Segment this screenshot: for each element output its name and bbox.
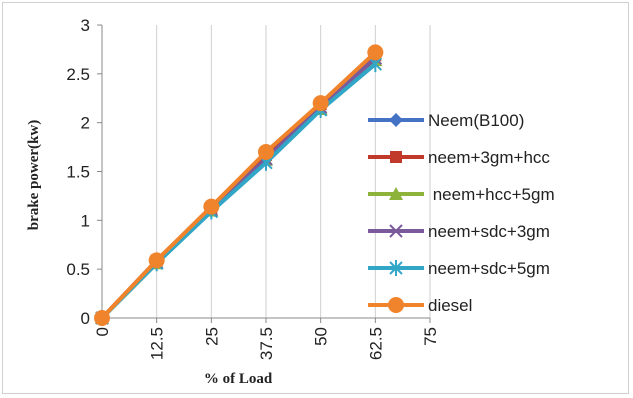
y-tick-label: 1.5 <box>66 163 90 182</box>
legend-label: neem+sdc+5gm <box>428 259 550 278</box>
series-5 <box>95 56 383 326</box>
grid-layer <box>156 25 431 318</box>
y-tick-label: 2.5 <box>66 65 90 84</box>
x-axis-title: % of Load <box>204 371 273 387</box>
data-point <box>94 310 110 326</box>
y-axis-title: brake power(kw) <box>26 120 42 230</box>
legend-marker <box>389 187 403 200</box>
y-tick-label: 1 <box>81 211 90 230</box>
x-tick-label: 12.5 <box>148 327 167 360</box>
y-tick-label: 0 <box>81 309 90 328</box>
legend-item: neem+3gm+hcc <box>368 148 550 167</box>
y-tick-label: 3 <box>81 16 90 35</box>
y-tick-label: 0.5 <box>66 260 90 279</box>
series-6 <box>94 44 384 326</box>
y-tick-label: 2 <box>81 114 90 133</box>
labels-layer: 0 12.5 25 37.5 50 62.5 75 0 0.5 1 1.5 2 2.5 3 <box>66 16 440 360</box>
legend-item: diesel <box>368 296 472 315</box>
data-point <box>148 252 165 269</box>
x-tick-label: 62.5 <box>366 327 385 360</box>
series-line <box>100 50 377 320</box>
x-tick-label: 75 <box>421 327 440 346</box>
legend-item: Neem(B100) <box>368 111 524 130</box>
legend-marker <box>389 113 403 127</box>
legend-marker <box>390 151 402 163</box>
legend-item: neem+sdc+3gm <box>368 222 550 241</box>
legend-item: neem+sdc+5gm <box>368 259 550 278</box>
legend-marker <box>389 224 403 238</box>
legend-item: neem+hcc+5gm <box>368 185 555 204</box>
data-point <box>203 198 220 215</box>
chart-frame <box>2 2 629 394</box>
data-point <box>258 143 274 160</box>
x-tick-label: 50 <box>312 327 331 346</box>
x-tick-label: 37.5 <box>257 327 276 360</box>
legend-label: Neem(B100) <box>428 111 524 130</box>
x-tick-label: 25 <box>202 327 221 346</box>
legend-label: neem+sdc+3gm <box>428 222 550 241</box>
legend-label: diesel <box>428 296 472 315</box>
legend-marker <box>388 297 404 313</box>
data-point <box>312 95 329 112</box>
legend-label: neem+hcc+5gm <box>428 185 555 204</box>
series-line <box>100 62 377 320</box>
legend: Neem(B100) neem+3gm+hcc neem+hcc+5gm neem+… <box>368 111 555 315</box>
series-layer <box>94 44 384 326</box>
x-tick-label: 0 <box>93 327 112 336</box>
data-point <box>367 44 384 61</box>
legend-marker <box>389 260 403 276</box>
legend-label: neem+3gm+hcc <box>428 148 550 167</box>
